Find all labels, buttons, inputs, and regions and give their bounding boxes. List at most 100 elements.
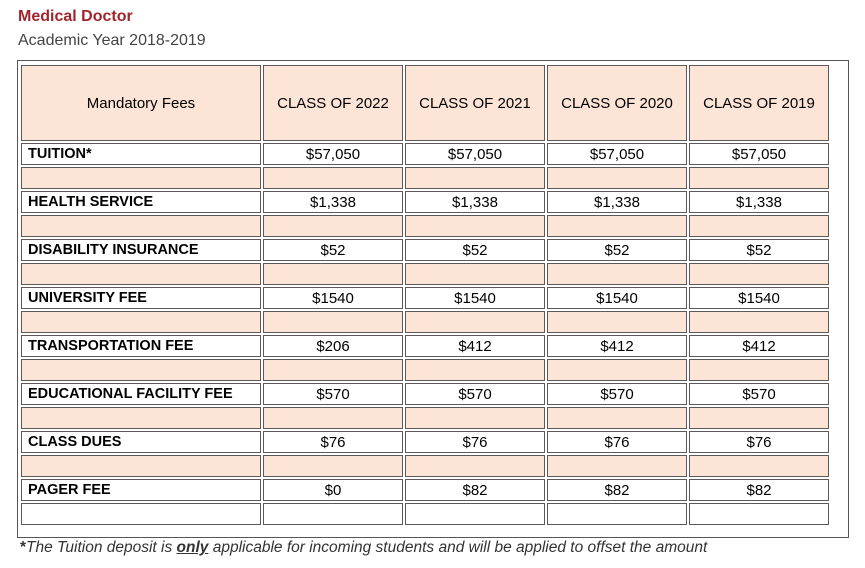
fee-cell: $57,050 [547, 143, 687, 165]
separator-cell [405, 455, 545, 477]
fee-cell: $1540 [405, 287, 545, 309]
row-label: CLASS DUES [21, 431, 261, 453]
footnote-text-after: applicable for incoming students and wil… [208, 539, 708, 556]
separator-cell [263, 455, 403, 477]
separator-row [21, 359, 829, 381]
page-title: Medical Doctor [18, 8, 133, 25]
separator-cell [689, 311, 829, 333]
separator-cell [689, 263, 829, 285]
separator-cell [689, 455, 829, 477]
table-row: CLASS DUES $76 $76 $76 $76 [21, 431, 829, 453]
fee-cell: $412 [547, 335, 687, 357]
fee-cell: $52 [689, 239, 829, 261]
separator-cell [405, 503, 545, 525]
separator-cell [405, 215, 545, 237]
separator-cell [689, 503, 829, 525]
separator-cell [547, 167, 687, 189]
separator-cell [21, 167, 261, 189]
fee-cell: $412 [405, 335, 545, 357]
separator-cell [547, 455, 687, 477]
separator-cell [547, 359, 687, 381]
separator-cell [689, 215, 829, 237]
fee-cell: $570 [547, 383, 687, 405]
separator-cell [21, 455, 261, 477]
footnote-text-before: The Tuition deposit is [26, 539, 177, 556]
separator-cell [405, 311, 545, 333]
separator-cell [263, 503, 403, 525]
fee-cell: $570 [263, 383, 403, 405]
separator-cell [547, 503, 687, 525]
fee-cell: $57,050 [263, 143, 403, 165]
separator-cell [263, 263, 403, 285]
separator-cell [405, 263, 545, 285]
fee-cell: $412 [689, 335, 829, 357]
separator-cell [689, 407, 829, 429]
table-row: DISABILITY INSURANCE $52 $52 $52 $52 [21, 239, 829, 261]
separator-cell [405, 359, 545, 381]
fee-cell: $0 [263, 479, 403, 501]
row-label: UNIVERSITY FEE [21, 287, 261, 309]
footnote-star: * [20, 539, 27, 556]
fee-cell: $570 [405, 383, 545, 405]
fee-cell: $1,338 [547, 191, 687, 213]
fee-cell: $1,338 [689, 191, 829, 213]
fee-cell: $76 [263, 431, 403, 453]
separator-cell [547, 263, 687, 285]
footnote: *The Tuition deposit is only applicable … [20, 539, 707, 557]
separator-cell [547, 215, 687, 237]
separator-cell [263, 359, 403, 381]
separator-row [21, 263, 829, 285]
row-label: TUITION* [21, 143, 261, 165]
separator-row [21, 167, 829, 189]
column-header: CLASS OF 2022 [263, 65, 403, 141]
fee-cell: $52 [263, 239, 403, 261]
fee-cell: $1,338 [263, 191, 403, 213]
separator-cell [547, 407, 687, 429]
table-row: PAGER FEE $0 $82 $82 $82 [21, 479, 829, 501]
separator-cell [21, 359, 261, 381]
separator-cell [263, 407, 403, 429]
separator-cell [405, 167, 545, 189]
fee-cell: $1540 [547, 287, 687, 309]
separator-cell [21, 311, 261, 333]
table-header-row: Mandatory Fees CLASS OF 2022 CLASS OF 20… [21, 65, 829, 141]
separator-row [21, 503, 829, 525]
separator-row [21, 311, 829, 333]
fee-cell: $76 [547, 431, 687, 453]
row-label: TRANSPORTATION FEE [21, 335, 261, 357]
separator-cell [263, 311, 403, 333]
separator-row [21, 215, 829, 237]
table-row: HEALTH SERVICE $1,338 $1,338 $1,338 $1,338 [21, 191, 829, 213]
separator-cell [547, 311, 687, 333]
fee-cell: $1,338 [405, 191, 545, 213]
separator-cell [689, 359, 829, 381]
separator-cell [263, 167, 403, 189]
fee-cell: $82 [547, 479, 687, 501]
row-label: EDUCATIONAL FACILITY FEE [21, 383, 261, 405]
footnote-emphasis: only [176, 539, 209, 556]
fee-cell: $82 [405, 479, 545, 501]
column-header: CLASS OF 2019 [689, 65, 829, 141]
row-label: HEALTH SERVICE [21, 191, 261, 213]
fees-table: Mandatory Fees CLASS OF 2022 CLASS OF 20… [19, 63, 831, 527]
row-label: DISABILITY INSURANCE [21, 239, 261, 261]
fee-cell: $57,050 [405, 143, 545, 165]
column-header: CLASS OF 2021 [405, 65, 545, 141]
fee-cell: $57,050 [689, 143, 829, 165]
fee-cell: $76 [405, 431, 545, 453]
page-subtitle: Academic Year 2018-2019 [18, 32, 206, 49]
separator-cell [263, 215, 403, 237]
separator-cell [21, 503, 261, 525]
fee-cell: $570 [689, 383, 829, 405]
fee-cell: $52 [547, 239, 687, 261]
fee-cell: $1540 [263, 287, 403, 309]
table-row: TUITION* $57,050 $57,050 $57,050 $57,050 [21, 143, 829, 165]
separator-cell [21, 263, 261, 285]
separator-cell [21, 215, 261, 237]
fee-cell: $206 [263, 335, 403, 357]
separator-row [21, 407, 829, 429]
row-label: PAGER FEE [21, 479, 261, 501]
separator-cell [405, 407, 545, 429]
separator-cell [689, 167, 829, 189]
fee-cell: $1540 [689, 287, 829, 309]
